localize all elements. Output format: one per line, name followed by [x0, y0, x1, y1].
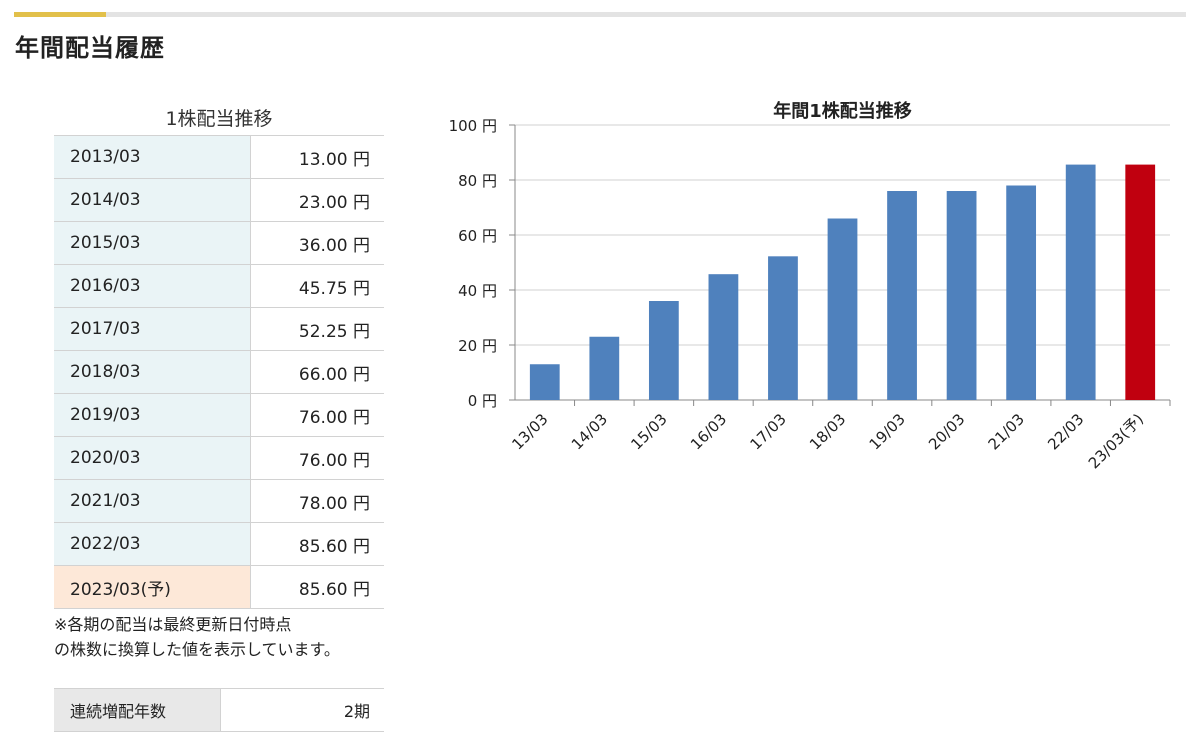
dividend-row: 2021/03 78.00 円 [54, 479, 384, 523]
dividend-period: 2023/03(予) [54, 565, 251, 609]
y-tick-label: 20 円 [458, 337, 497, 355]
x-tick-label: 20/03 [925, 410, 968, 453]
chart-title: 年間1株配当推移 [773, 100, 912, 122]
dividend-period: 2018/03 [54, 350, 251, 394]
x-tick-label: 16/03 [687, 410, 730, 453]
x-tick-label: 13/03 [508, 410, 551, 453]
dividend-row: 2015/03 36.00 円 [54, 221, 384, 265]
dividend-row: 2018/03 66.00 円 [54, 350, 384, 394]
dividend-period: 2020/03 [54, 436, 251, 480]
streak-row: 連続増配年数 2期 [54, 688, 384, 732]
dividend-amount: 85.60 円 [250, 522, 384, 566]
dividend-bar-chart-svg: 年間1株配当推移 0 円 20 円 40 円 60 円 80 円 100 円 13/03 14/… [449, 100, 1171, 472]
bar [529, 364, 560, 400]
dividend-period: 2019/03 [54, 393, 251, 437]
dividend-amount: 76.00 円 [250, 436, 384, 480]
bar [589, 336, 620, 400]
x-tick-label: 22/03 [1044, 410, 1087, 453]
bar [768, 256, 798, 400]
dividend-period: 2013/03 [54, 135, 251, 179]
dividend-amount: 36.00 円 [250, 221, 384, 265]
note-line-1: ※各期の配当は最終更新日付時点 [54, 615, 292, 634]
bar [827, 218, 858, 400]
x-tick-label: 14/03 [568, 410, 611, 453]
bar-forecast [1125, 164, 1156, 400]
x-tick-label: 19/03 [866, 410, 909, 453]
dividend-period: 2022/03 [54, 522, 251, 566]
dividend-row: 2016/03 45.75 円 [54, 264, 384, 308]
dividend-amount: 76.00 円 [250, 393, 384, 437]
bar [648, 301, 679, 400]
dividend-period: 2021/03 [54, 479, 251, 523]
dividend-amount: 45.75 円 [250, 264, 384, 308]
dividend-amount: 66.00 円 [250, 350, 384, 394]
dividend-period: 2015/03 [54, 221, 251, 265]
dividend-row: 2022/03 85.60 円 [54, 522, 384, 566]
y-tick-label: 100 円 [449, 117, 497, 135]
y-tick-label: 0 円 [468, 392, 497, 410]
streak-value: 2期 [220, 688, 384, 732]
dividend-table-caption: 1株配当推移 [165, 108, 273, 130]
dividend-period: 2017/03 [54, 307, 251, 351]
x-tick-label: 17/03 [746, 410, 789, 453]
bar [887, 191, 917, 400]
x-tick-label: 15/03 [627, 410, 670, 453]
note-line-2: の株数に換算した値を表示しています。 [54, 640, 340, 659]
x-tick-label: 21/03 [985, 410, 1028, 453]
bar [1065, 164, 1096, 400]
dividend-amount: 13.00 円 [250, 135, 384, 179]
section-title: 年間配当履歴 [15, 34, 165, 62]
dividend-row: 2013/03 13.00 円 [54, 135, 384, 179]
y-tick-label: 60 円 [458, 227, 497, 245]
dividend-note: ※各期の配当は最終更新日付時点 の株数に換算した値を表示しています。 [54, 612, 340, 662]
dividend-chart: 年間1株配当推移 0 円 20 円 40 円 60 円 80 円 100 円 13/03 14/… [420, 95, 1180, 515]
dividend-row: 2017/03 52.25 円 [54, 307, 384, 351]
header-rule [14, 12, 1186, 17]
dividend-amount: 85.60 円 [250, 565, 384, 609]
bar [946, 191, 977, 400]
dividend-table: 2013/03 13.00 円 2014/03 23.00 円 2015/03 36.00… [54, 135, 384, 609]
header-accent-bar [14, 12, 106, 17]
dividend-row: 2020/03 76.00 円 [54, 436, 384, 480]
dividend-period: 2014/03 [54, 178, 251, 222]
dividend-amount: 52.25 円 [250, 307, 384, 351]
dividend-row: 2019/03 76.00 円 [54, 393, 384, 437]
streak-label: 連続増配年数 [54, 688, 221, 732]
x-tick-label: 18/03 [806, 410, 849, 453]
bar [1006, 185, 1037, 400]
dividend-row: 2023/03(予) 85.60 円 [54, 565, 384, 609]
bar [708, 274, 739, 400]
dividend-period: 2016/03 [54, 264, 251, 308]
dividend-amount: 23.00 円 [250, 178, 384, 222]
dividend-amount: 78.00 円 [250, 479, 384, 523]
x-tick-label: 23/03(予) [1085, 410, 1147, 472]
dividend-row: 2014/03 23.00 円 [54, 178, 384, 222]
y-tick-label: 80 円 [458, 172, 497, 190]
streak-table: 連続増配年数 2期 [54, 688, 384, 732]
y-tick-label: 40 円 [458, 282, 497, 300]
